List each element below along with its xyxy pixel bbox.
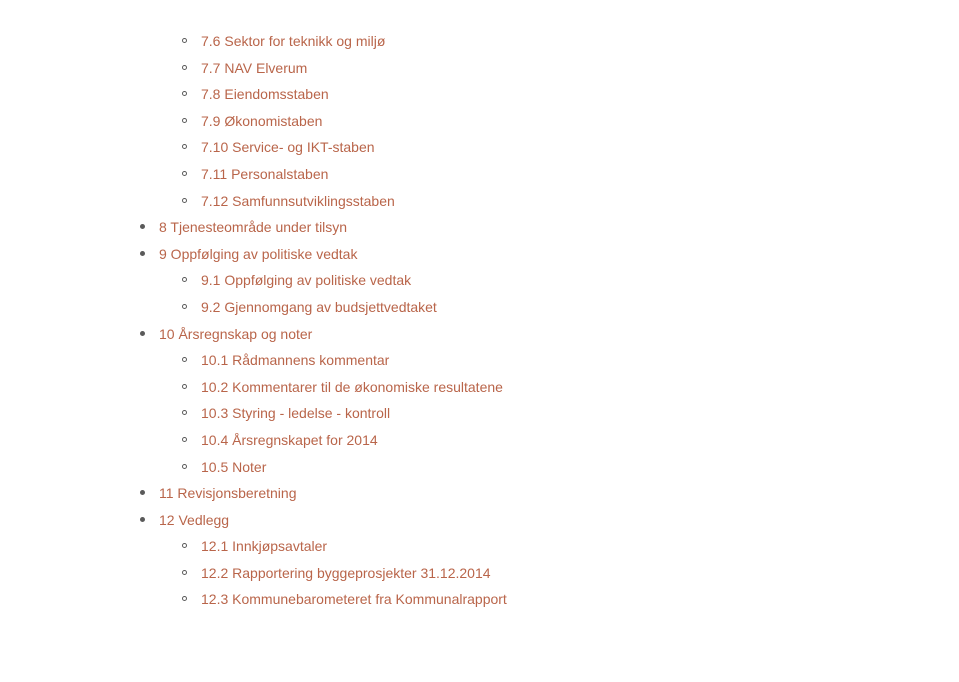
toc-item[interactable]: 7.12 Samfunnsutviklingsstaben — [140, 188, 959, 215]
toc-item-label: 10.2 Kommentarer til de økonomiske resul… — [201, 374, 503, 401]
bullet-circle-icon — [182, 171, 187, 176]
bullet-disc-icon — [140, 251, 145, 256]
bullet-circle-icon — [182, 118, 187, 123]
toc-item-label: 7.11 Personalstaben — [201, 161, 328, 188]
toc-item[interactable]: 12.1 Innkjøpsavtaler — [140, 533, 959, 560]
toc-item[interactable]: 7.8 Eiendomsstaben — [140, 81, 959, 108]
toc-item-label: 10 Årsregnskap og noter — [159, 321, 312, 348]
toc-item[interactable]: 12 Vedlegg — [140, 507, 959, 534]
toc-list: 7.6 Sektor for teknikk og miljø7.7 NAV E… — [140, 28, 959, 613]
toc-item-label: 12.3 Kommunebarometeret fra Kommunalrapp… — [201, 586, 507, 613]
toc-item-label: 9 Oppfølging av politiske vedtak — [159, 241, 357, 268]
toc-item-label: 7.12 Samfunnsutviklingsstaben — [201, 188, 395, 215]
toc-item-label: 7.6 Sektor for teknikk og miljø — [201, 28, 385, 55]
toc-item-label: 9.1 Oppfølging av politiske vedtak — [201, 267, 411, 294]
toc-item-label: 7.10 Service- og IKT-staben — [201, 134, 375, 161]
bullet-circle-icon — [182, 198, 187, 203]
toc-item[interactable]: 10.2 Kommentarer til de økonomiske resul… — [140, 374, 959, 401]
toc-item[interactable]: 12.2 Rapportering byggeprosjekter 31.12.… — [140, 560, 959, 587]
bullet-circle-icon — [182, 357, 187, 362]
toc-item[interactable]: 10.4 Årsregnskapet for 2014 — [140, 427, 959, 454]
toc-item-label: 8 Tjenesteområde under tilsyn — [159, 214, 347, 241]
bullet-circle-icon — [182, 464, 187, 469]
toc-item-label: 10.4 Årsregnskapet for 2014 — [201, 427, 378, 454]
toc-item-label: 7.9 Økonomistaben — [201, 108, 322, 135]
bullet-circle-icon — [182, 38, 187, 43]
toc-item-label: 9.2 Gjennomgang av budsjettvedtaket — [201, 294, 437, 321]
toc-item[interactable]: 7.10 Service- og IKT-staben — [140, 134, 959, 161]
bullet-circle-icon — [182, 144, 187, 149]
toc-item-label: 12.2 Rapportering byggeprosjekter 31.12.… — [201, 560, 491, 587]
toc-item[interactable]: 11 Revisjonsberetning — [140, 480, 959, 507]
toc-item[interactable]: 7.6 Sektor for teknikk og miljø — [140, 28, 959, 55]
bullet-circle-icon — [182, 596, 187, 601]
bullet-circle-icon — [182, 437, 187, 442]
toc-item[interactable]: 9.1 Oppfølging av politiske vedtak — [140, 267, 959, 294]
toc-item[interactable]: 7.7 NAV Elverum — [140, 55, 959, 82]
bullet-disc-icon — [140, 224, 145, 229]
bullet-circle-icon — [182, 65, 187, 70]
toc-item-label: 12 Vedlegg — [159, 507, 229, 534]
bullet-circle-icon — [182, 543, 187, 548]
toc-item[interactable]: 10.1 Rådmannens kommentar — [140, 347, 959, 374]
bullet-circle-icon — [182, 384, 187, 389]
bullet-circle-icon — [182, 277, 187, 282]
toc-item-label: 12.1 Innkjøpsavtaler — [201, 533, 327, 560]
bullet-disc-icon — [140, 331, 145, 336]
toc-item-label: 11 Revisjonsberetning — [159, 480, 297, 507]
bullet-circle-icon — [182, 304, 187, 309]
toc-item[interactable]: 9.2 Gjennomgang av budsjettvedtaket — [140, 294, 959, 321]
bullet-disc-icon — [140, 517, 145, 522]
bullet-circle-icon — [182, 410, 187, 415]
bullet-disc-icon — [140, 490, 145, 495]
toc-item[interactable]: 7.11 Personalstaben — [140, 161, 959, 188]
toc-item-label: 7.7 NAV Elverum — [201, 55, 307, 82]
toc-item[interactable]: 7.9 Økonomistaben — [140, 108, 959, 135]
toc-item[interactable]: 10.3 Styring - ledelse - kontroll — [140, 400, 959, 427]
bullet-circle-icon — [182, 91, 187, 96]
toc-item[interactable]: 12.3 Kommunebarometeret fra Kommunalrapp… — [140, 586, 959, 613]
toc-item[interactable]: 8 Tjenesteområde under tilsyn — [140, 214, 959, 241]
toc-item-label: 10.5 Noter — [201, 454, 266, 481]
toc-item-label: 10.1 Rådmannens kommentar — [201, 347, 389, 374]
bullet-circle-icon — [182, 570, 187, 575]
toc-item[interactable]: 9 Oppfølging av politiske vedtak — [140, 241, 959, 268]
toc-item[interactable]: 10.5 Noter — [140, 454, 959, 481]
toc-item-label: 7.8 Eiendomsstaben — [201, 81, 329, 108]
toc-item-label: 10.3 Styring - ledelse - kontroll — [201, 400, 390, 427]
toc-item[interactable]: 10 Årsregnskap og noter — [140, 321, 959, 348]
